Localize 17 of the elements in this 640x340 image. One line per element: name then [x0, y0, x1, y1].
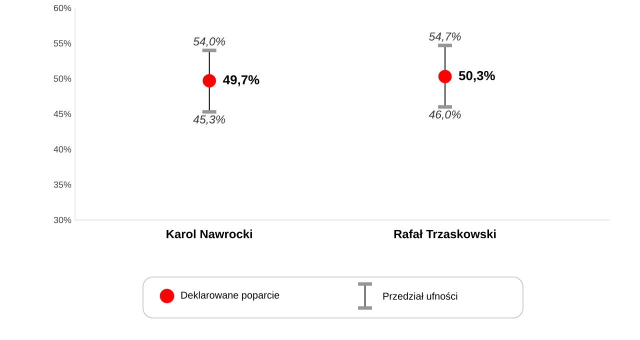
legend-label: Deklarowane poparcie [181, 291, 280, 301]
y-tick-label: 45% [54, 110, 72, 118]
x-tick-label: Karol Nawrocki [166, 230, 252, 238]
data-label: 50,3% [458, 71, 495, 82]
annotation: 45,3% [193, 115, 226, 125]
y-tick-label: 30% [54, 216, 72, 224]
y-tick-label: 35% [54, 181, 72, 188]
y-tick-label: 55% [54, 40, 72, 46]
y-tick-label: 40% [54, 146, 72, 153]
y-tick-label: 50% [54, 75, 72, 82]
annotation: 46,0% [428, 110, 461, 120]
annotation: 54,7% [429, 32, 461, 42]
data-label: 49,7% [223, 75, 260, 86]
y-tick-label: 60% [54, 4, 72, 12]
x-tick-label: Rafał Trzaskowski [394, 230, 496, 238]
text: Przedział ufności [383, 292, 458, 300]
annotation: 54,0% [193, 37, 226, 47]
